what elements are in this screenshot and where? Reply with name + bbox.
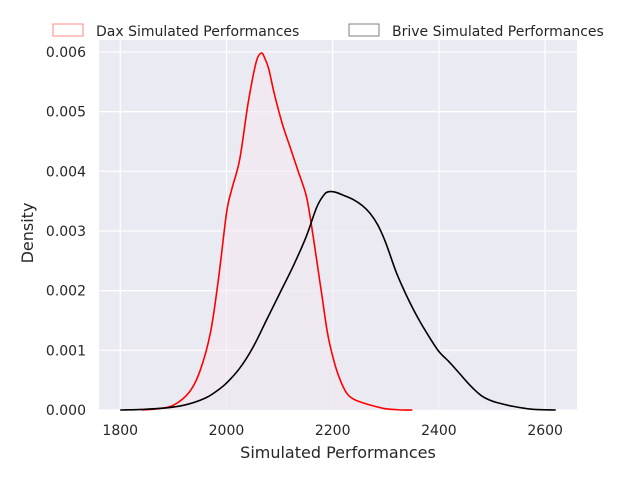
- y-tick-label: 0.001: [46, 343, 86, 359]
- legend: Dax Simulated Performances Brive Simulat…: [52, 23, 604, 40]
- y-tick-label: 0.004: [46, 164, 86, 180]
- density-line-brive: [120, 190, 556, 411]
- x-tick-label: 2600: [527, 423, 563, 439]
- x-tick-label: 2400: [421, 423, 457, 439]
- legend-swatch-dax: [52, 23, 84, 37]
- x-axis-label: Simulated Performances: [240, 443, 436, 462]
- x-tick-label: 2000: [209, 423, 245, 439]
- density-fills: [120, 52, 556, 411]
- legend-label-brive: Brive Simulated Performances: [392, 24, 604, 40]
- x-axis-ticks: 1800 2000 2200 2400 2600: [102, 423, 563, 439]
- y-tick-label: 0.003: [46, 224, 86, 240]
- y-axis-label: Density: [18, 203, 37, 264]
- y-tick-label: 0.006: [46, 45, 86, 61]
- y-tick-label: 0.002: [46, 284, 86, 300]
- y-tick-label: 0.000: [46, 403, 86, 419]
- density-lines: [120, 52, 556, 411]
- legend-label-dax: Dax Simulated Performances: [96, 24, 299, 40]
- x-tick-label: 2200: [315, 423, 351, 439]
- density-fill-brive: [120, 191, 556, 410]
- x-tick-label: 1800: [102, 423, 138, 439]
- density-line-dax: [141, 52, 413, 411]
- legend-swatch-brive: [348, 23, 380, 37]
- y-axis-ticks: 0.000 0.001 0.002 0.003 0.004 0.005 0.006: [46, 45, 86, 419]
- density-fill-dax: [141, 52, 413, 411]
- y-tick-label: 0.005: [46, 105, 86, 121]
